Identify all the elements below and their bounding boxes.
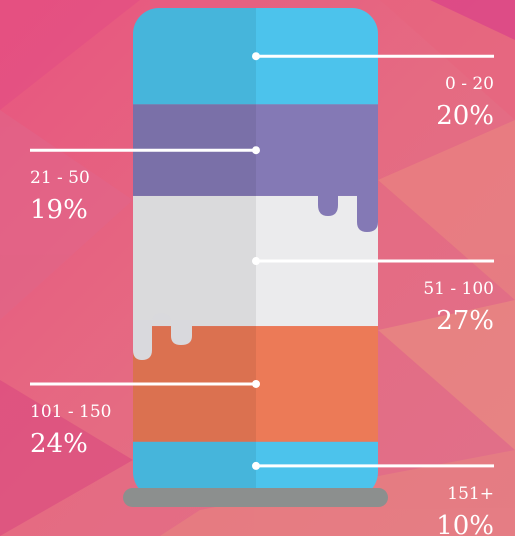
bar-group	[133, 8, 378, 490]
value-label: 27%	[436, 306, 494, 336]
category-label: 151+	[447, 484, 494, 504]
leader-dot	[252, 257, 260, 266]
segment-shade	[133, 8, 256, 105]
drips	[133, 183, 378, 360]
category-label: 0 - 20	[445, 74, 494, 94]
base-plate	[123, 488, 388, 507]
leader-dot	[252, 146, 260, 155]
value-label: 20%	[436, 101, 494, 131]
leader-dot	[252, 379, 260, 388]
leader-dot	[252, 52, 260, 61]
category-label: 21 - 50	[30, 168, 90, 188]
value-label: 10%	[436, 511, 494, 536]
category-label: 51 - 100	[423, 279, 494, 299]
value-label: 24%	[30, 429, 88, 459]
value-label: 19%	[30, 195, 88, 225]
category-label: 101 - 150	[30, 402, 111, 422]
segment-shade	[133, 441, 256, 490]
segment-shade	[133, 195, 256, 327]
leader-dot	[252, 461, 260, 470]
